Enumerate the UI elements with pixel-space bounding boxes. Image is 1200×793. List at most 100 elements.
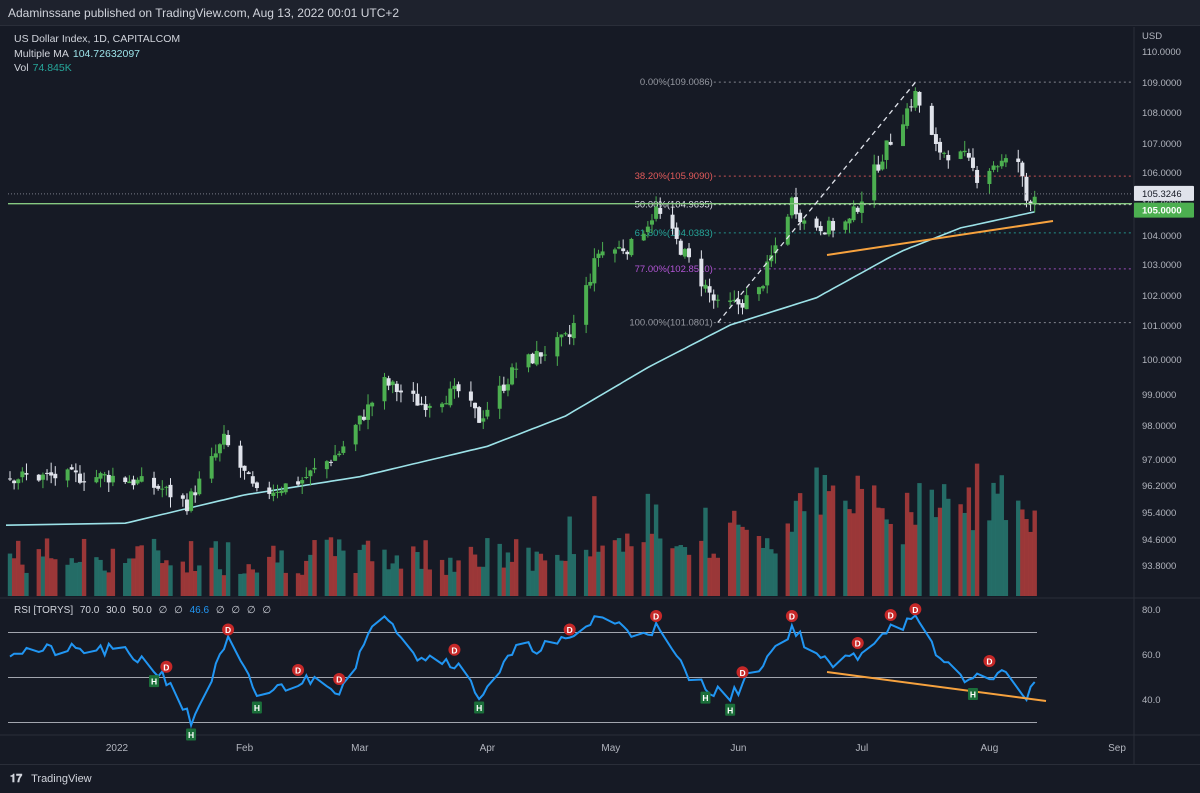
candle-body — [328, 461, 333, 463]
volume-bar — [785, 523, 790, 596]
volume-bar — [888, 523, 893, 596]
volume-bar — [242, 573, 247, 596]
candle-body — [905, 108, 910, 126]
volume-bar — [703, 507, 708, 596]
candle-body — [970, 157, 975, 168]
volume-bar — [324, 539, 330, 596]
candle-body — [197, 478, 202, 495]
volume-bar — [1003, 520, 1009, 596]
candle-body — [296, 481, 301, 485]
volume-bar — [653, 504, 659, 596]
volume-bar — [707, 557, 712, 596]
candle-body — [555, 337, 560, 357]
volume-bar — [941, 484, 947, 596]
price-axis[interactable]: USD 110.0000 109.0000 108.0000 107.0000 106.0… — [1134, 31, 1194, 572]
rsi-marker-divergence — [292, 664, 305, 676]
volume-bar — [859, 488, 865, 596]
volume-bar — [567, 516, 572, 596]
rsi-param: ∅ — [158, 605, 168, 616]
volume-bar — [328, 537, 334, 596]
tradingview-logo-icon[interactable]: 𝟏𝟕 — [10, 773, 23, 785]
candle-body — [398, 390, 403, 393]
volume-bar — [53, 559, 58, 596]
volume-bar — [77, 561, 83, 596]
volume-bar — [164, 560, 169, 596]
candle-body — [563, 333, 568, 335]
volume-bar — [559, 560, 564, 596]
time-tick-label: Mar — [351, 743, 369, 754]
brand-name[interactable]: TradingView — [31, 773, 92, 785]
volume-bar — [246, 564, 251, 596]
candle-body — [901, 124, 906, 147]
candle-body — [94, 477, 99, 483]
candle-body — [110, 475, 115, 483]
drawings[interactable] — [8, 81, 1132, 323]
volume-bar — [279, 550, 284, 596]
candle-body — [1028, 201, 1033, 204]
candle-body — [221, 433, 226, 445]
candle-body — [588, 281, 593, 286]
volume-bar — [1024, 519, 1029, 596]
volume-bar — [505, 552, 511, 596]
rsi-value: 46.6 — [189, 605, 210, 616]
candle-body — [386, 378, 391, 386]
candle-body — [353, 424, 358, 445]
price-trendline — [826, 220, 1054, 256]
rsi-legend[interactable]: RSI [TORYS] 70.0 30.0 50.0 ∅ ∅ 46.6 ∅ ∅ … — [14, 604, 275, 617]
volume-bar — [1032, 510, 1037, 596]
volume-bar — [909, 512, 914, 596]
rsi-param: 70.0 — [79, 605, 100, 616]
candle-body — [444, 403, 449, 405]
candle-body — [584, 285, 589, 325]
last-price-badge — [1134, 185, 1194, 201]
candle-body — [592, 258, 597, 284]
volume-bar — [534, 551, 539, 596]
time-axis[interactable]: 2022 Feb Mar Apr May Jun Jul Aug Sep — [106, 743, 1126, 754]
candle-body — [300, 480, 305, 484]
time-tick-label: Feb — [236, 743, 254, 754]
candle-body — [802, 220, 807, 224]
volume-bar — [872, 485, 877, 596]
candle-body — [341, 446, 346, 453]
vol-legend[interactable]: Vol 74.845K — [14, 61, 180, 76]
ma-legend[interactable]: Multiple MA 104.72632097 — [14, 47, 180, 62]
volume-bar — [678, 545, 683, 596]
time-tick-label: Jul — [855, 743, 868, 754]
candle-body — [40, 474, 45, 480]
candle-body — [131, 479, 136, 486]
volume-bar — [11, 558, 17, 596]
candle-body — [534, 350, 539, 365]
volume-bar — [727, 522, 733, 596]
candle-body — [135, 479, 140, 484]
volume-bar — [670, 548, 675, 596]
candle-body — [674, 227, 679, 239]
candle-body — [312, 467, 317, 470]
volume-bar — [937, 507, 943, 596]
candle-body — [670, 214, 675, 229]
candle-body — [641, 233, 646, 241]
volume-bar — [444, 574, 449, 596]
volume-bar — [386, 569, 391, 596]
candle-body — [1032, 196, 1037, 204]
rsi-marker-hidden-bull — [700, 691, 711, 704]
candle-body — [884, 140, 889, 160]
volume-bar — [225, 542, 231, 596]
candle-body — [242, 465, 247, 471]
rsi-marker-label: D — [986, 657, 992, 667]
symbol-title[interactable]: US Dollar Index, 1D, CAPITALCOM — [14, 33, 181, 45]
rsi-trendline — [826, 671, 1047, 702]
candle-body — [440, 403, 445, 408]
volume-bar — [913, 524, 918, 596]
candle-body — [65, 469, 70, 481]
rsi-marker-divergence — [448, 643, 461, 656]
volume-bar — [715, 557, 721, 596]
fib-retracement[interactable]: 0.00%(109.0086) 38.20%(105.9090) 50.00%(10… — [629, 77, 1132, 329]
rsi-marker-label: D — [912, 605, 918, 615]
price-tick-label: 93.8000 — [1142, 561, 1176, 572]
rsi-marker-label: D — [225, 625, 231, 635]
candle-body — [415, 393, 420, 406]
volume-bar — [822, 474, 828, 596]
candle-body — [370, 402, 375, 407]
